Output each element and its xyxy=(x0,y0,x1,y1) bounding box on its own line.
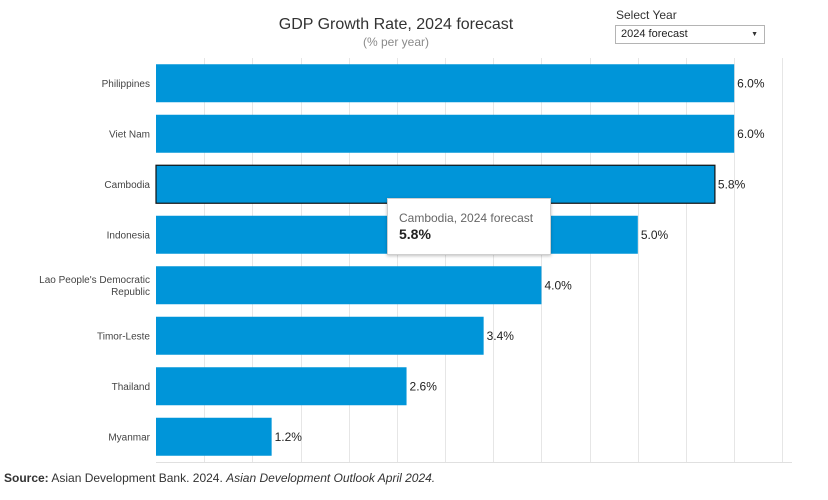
value-label: 2.6% xyxy=(410,379,438,393)
value-label: 6.0% xyxy=(737,127,765,141)
chart-subtitle: (% per year) xyxy=(362,35,430,49)
bar-lao-people-s-democratic-republic[interactable] xyxy=(156,266,542,305)
value-label: 5.8% xyxy=(718,177,746,191)
category-label: Thailand xyxy=(112,382,150,393)
category-label: Indonesia xyxy=(107,230,151,241)
category-label: Myanmar xyxy=(108,432,150,443)
value-label: 1.2% xyxy=(275,430,303,444)
category-label: Viet Nam xyxy=(109,129,150,140)
tooltip-title: Cambodia, 2024 forecast xyxy=(399,211,534,225)
source-label: Source: xyxy=(4,471,49,485)
source-note: Source: Asian Development Bank. 2024. As… xyxy=(4,471,435,485)
bar-tooltip: Cambodia, 2024 forecast 5.8% xyxy=(387,198,551,255)
category-label: Lao People's Democratic Republic xyxy=(39,275,150,298)
bar-timor-leste[interactable] xyxy=(156,316,484,355)
labels: 6.0% Philippines 6.0% Viet Nam 5.8% Cambodia 5… xyxy=(39,76,765,444)
source-publication: Asian Development Outlook April 2024. xyxy=(226,471,436,485)
category-label: Cambodia xyxy=(104,180,150,191)
bar-myanmar[interactable] xyxy=(156,417,272,456)
triangle-down-icon: ▼ xyxy=(751,31,758,38)
value-label: 3.4% xyxy=(487,329,515,343)
bar-thailand[interactable] xyxy=(156,367,407,406)
bar-philippines[interactable] xyxy=(156,64,735,103)
chart-title: GDP Growth Rate, 2024 forecast xyxy=(278,16,514,33)
bar-cambodia[interactable] xyxy=(155,164,716,204)
category-label: Philippines xyxy=(102,79,150,90)
source-text: Asian Development Bank. 2024. xyxy=(48,471,227,485)
bar-chart: 6.0% Philippines 6.0% Viet Nam 5.8% Cambodia 5… xyxy=(39,58,792,463)
value-label: 4.0% xyxy=(544,278,572,292)
category-label: Timor-Leste xyxy=(97,331,150,342)
select-year-label: Select Year xyxy=(616,8,677,22)
value-label: 6.0% xyxy=(737,76,765,90)
tooltip-value: 5.8% xyxy=(399,226,431,242)
year-dropdown[interactable]: 2024 forecast ▼ xyxy=(615,25,765,44)
value-label: 5.0% xyxy=(641,228,669,242)
bar-viet-nam[interactable] xyxy=(156,114,735,153)
year-dropdown-value: 2024 forecast xyxy=(621,28,688,40)
bars xyxy=(155,64,735,456)
